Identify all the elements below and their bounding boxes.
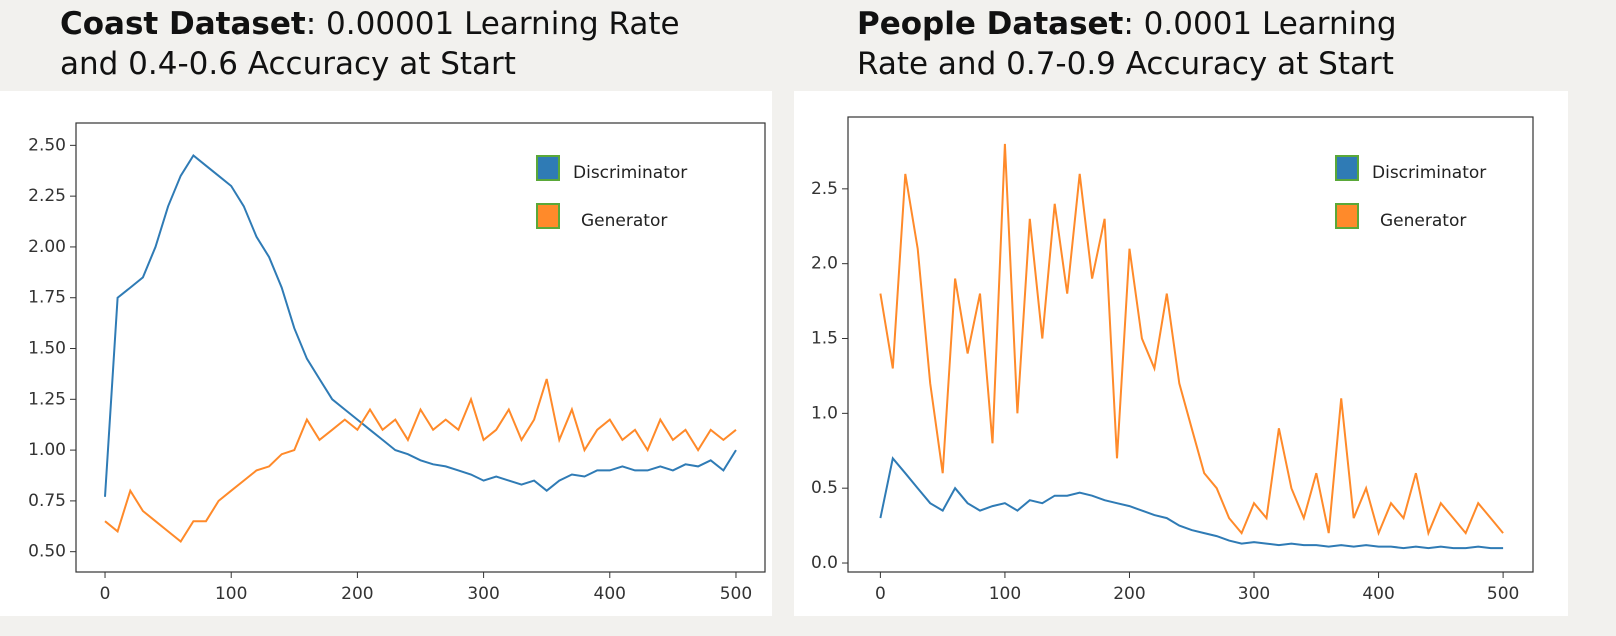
- panel: [0, 91, 772, 616]
- legend-label: Generator: [581, 211, 667, 231]
- x-tick-label: 100: [215, 584, 247, 604]
- y-tick-label: 0.50: [28, 542, 66, 562]
- plot-frame: [847, 116, 1534, 573]
- y-tick-label: 1.00: [28, 440, 66, 460]
- x-tick-label: 500: [1487, 584, 1519, 604]
- y-tick-label: 1.0: [811, 403, 838, 423]
- plot-frame: [75, 122, 766, 573]
- legend-swatch: [1335, 203, 1359, 229]
- legend-swatch: [1335, 155, 1359, 181]
- x-tick-label: 300: [1238, 584, 1270, 604]
- series-line: [879, 456, 1504, 550]
- x-tick-label: 400: [1362, 584, 1394, 604]
- title-rest: : 0.0001 Learning Rate and 0.7-0.9 Accur…: [857, 6, 1397, 82]
- y-tick-label: 2.25: [28, 186, 66, 206]
- y-tick-label: 1.25: [28, 389, 66, 409]
- x-tick-label: 200: [341, 584, 373, 604]
- series-line: [104, 378, 737, 543]
- series-line: [104, 154, 737, 497]
- y-tick-label: 2.5: [811, 179, 838, 199]
- y-tick-label: 0.75: [28, 491, 66, 511]
- legend-swatch: [536, 203, 560, 229]
- chart-title: People Dataset: 0.0001 Learning Rate and…: [857, 4, 1457, 84]
- legend-swatch: [536, 155, 560, 181]
- y-tick-label: 2.0: [811, 254, 838, 274]
- title-bold: Coast Dataset: [60, 6, 306, 42]
- x-tick-label: 0: [100, 584, 111, 604]
- y-tick-label: 0.5: [811, 478, 838, 498]
- y-tick-label: 2.00: [28, 237, 66, 257]
- legend-label: Discriminator: [573, 163, 687, 183]
- chart-title: Coast Dataset: 0.00001 Learning Rate and…: [60, 4, 680, 84]
- y-tick-label: 0.0: [811, 553, 838, 573]
- x-tick-label: 400: [594, 584, 626, 604]
- y-tick-label: 2.50: [28, 135, 66, 155]
- x-tick-label: 0: [875, 584, 886, 604]
- x-tick-label: 300: [467, 584, 499, 604]
- x-tick-label: 500: [720, 584, 752, 604]
- y-tick-label: 1.5: [811, 329, 838, 349]
- legend-label: Discriminator: [1372, 163, 1486, 183]
- y-tick-label: 1.75: [28, 288, 66, 308]
- legend-label: Generator: [1380, 211, 1466, 231]
- y-tick-label: 1.50: [28, 339, 66, 359]
- title-rest: : 0.00001 Learning Rate and 0.4-0.6 Accu…: [60, 6, 680, 82]
- series-line: [879, 143, 1504, 537]
- title-bold: People Dataset: [857, 6, 1124, 42]
- panel: [794, 91, 1568, 616]
- x-tick-label: 100: [989, 584, 1021, 604]
- x-tick-label: 200: [1113, 584, 1145, 604]
